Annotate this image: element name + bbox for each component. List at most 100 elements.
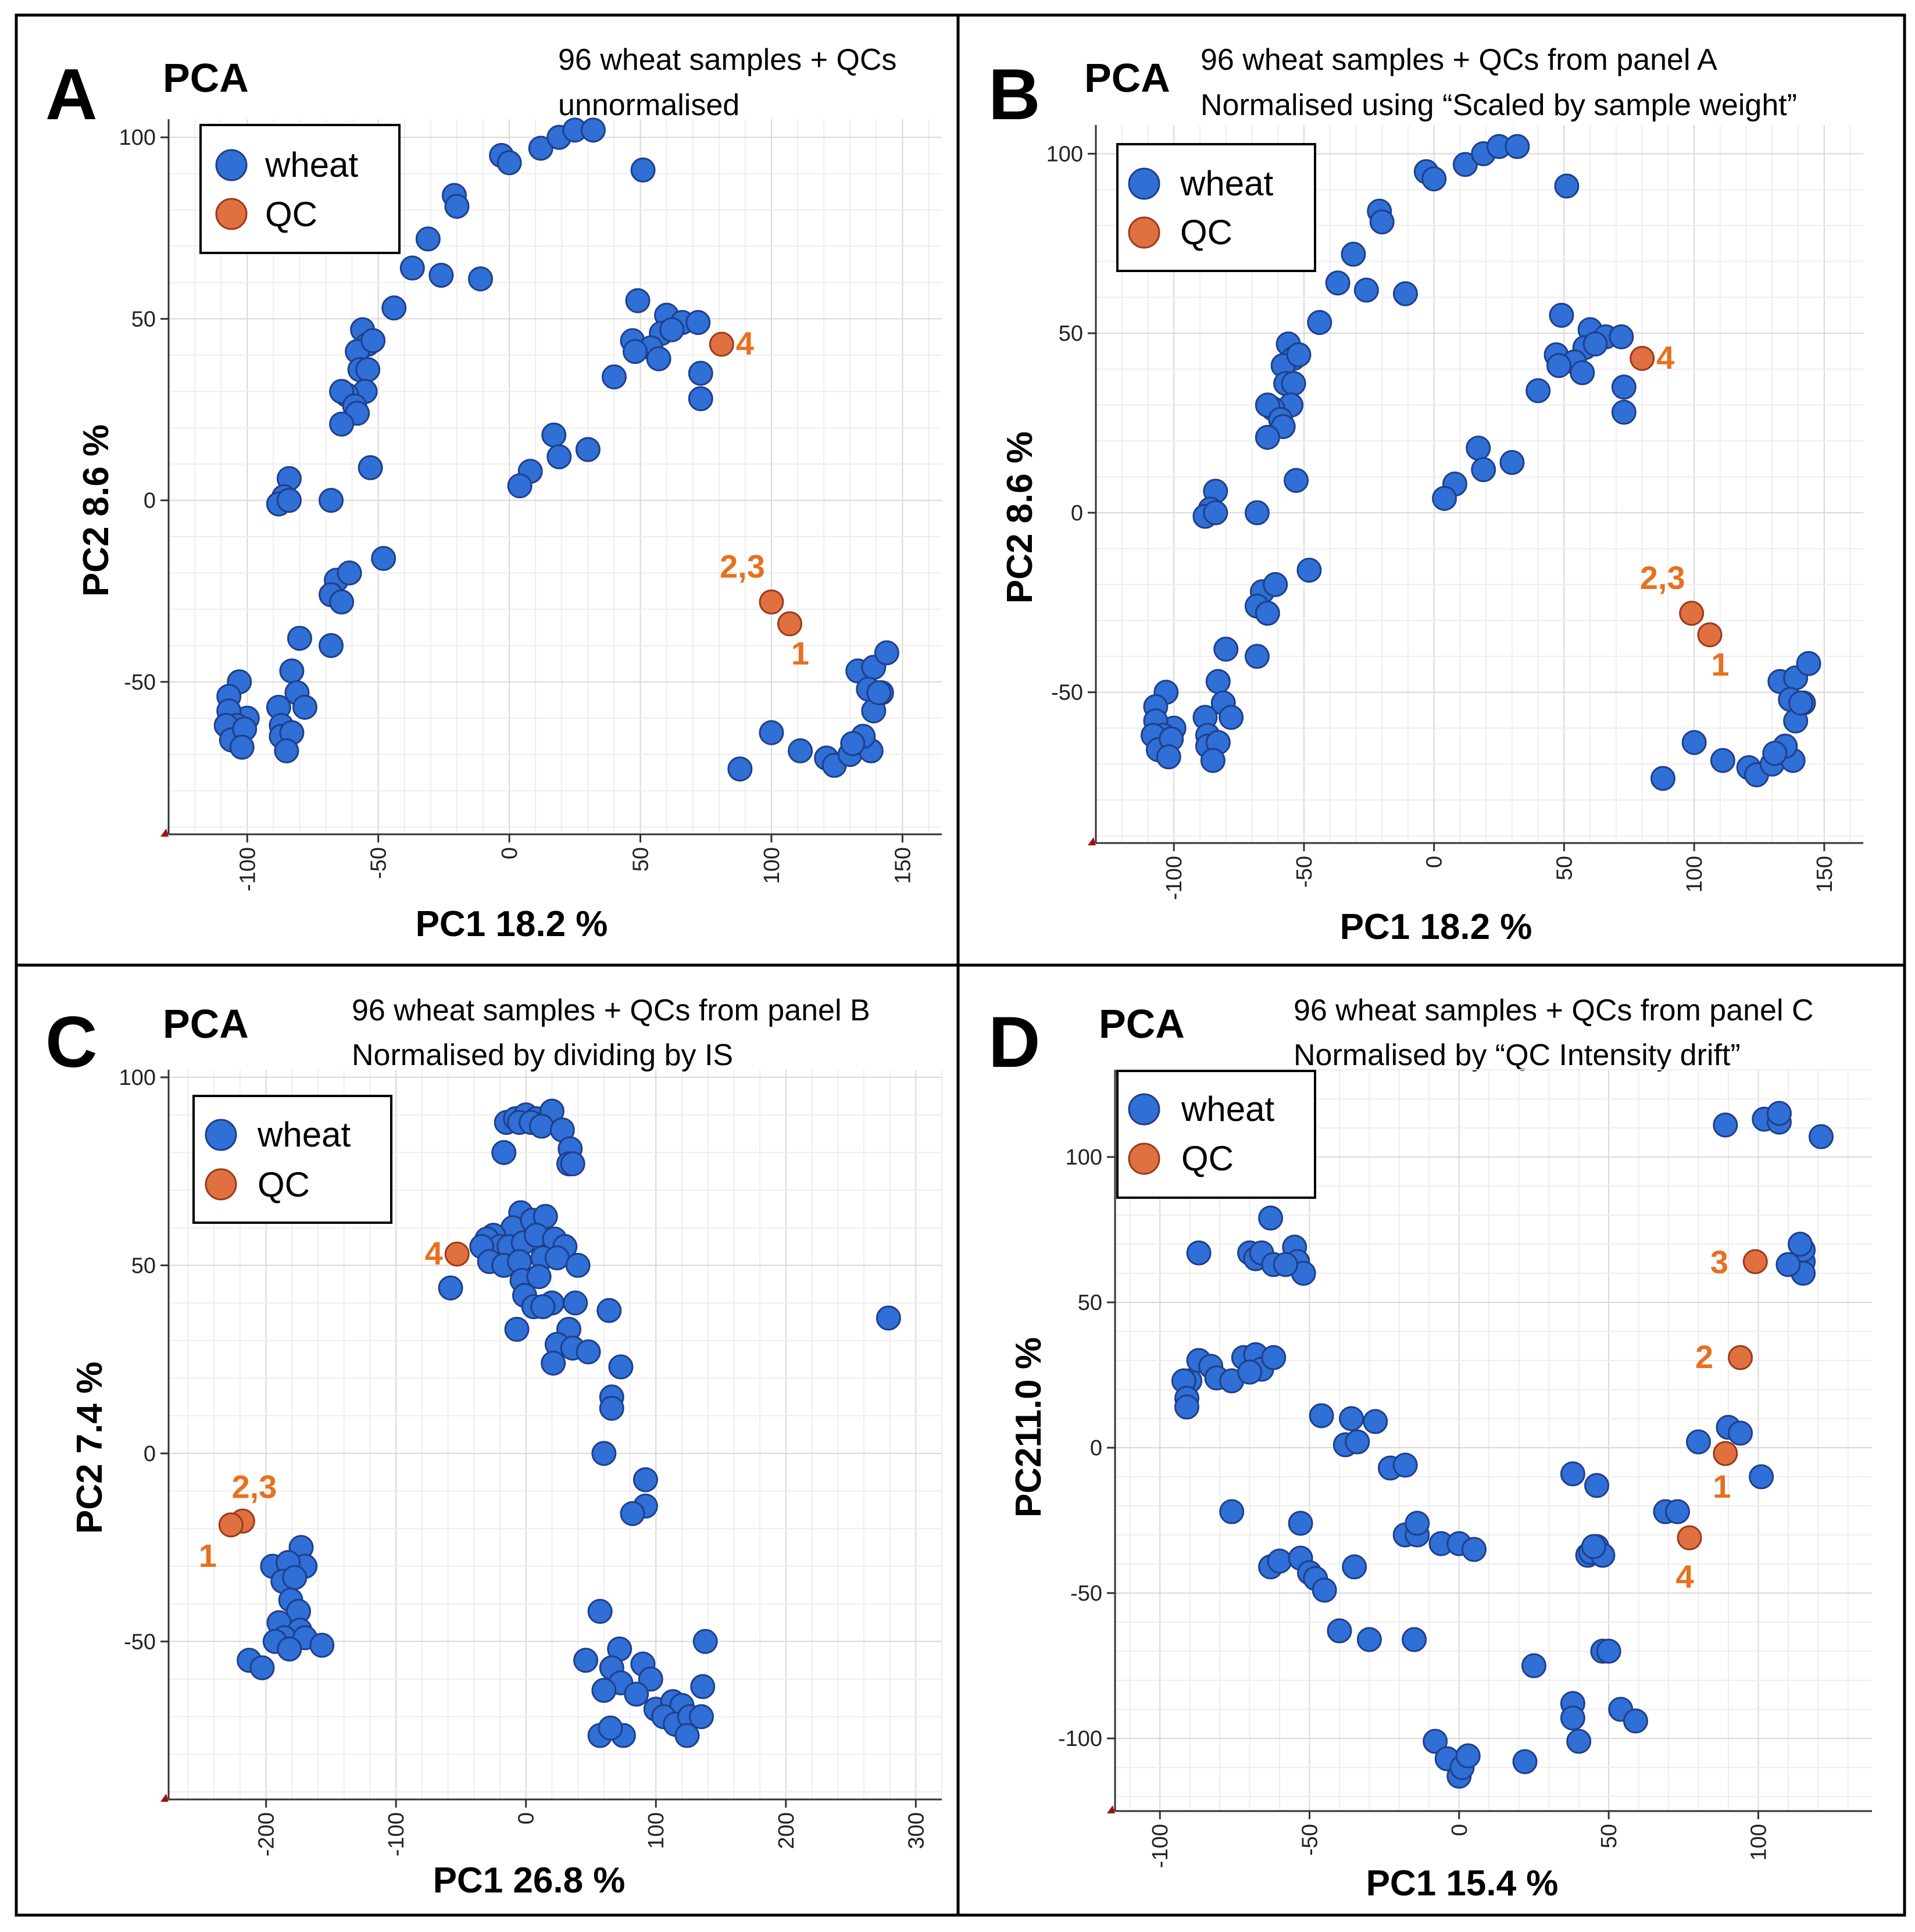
wheat-point bbox=[546, 444, 572, 470]
wheat-point bbox=[1766, 1101, 1792, 1126]
panel-a-points: 42,31 bbox=[213, 117, 899, 782]
wheat-point bbox=[358, 455, 383, 480]
wheat-point bbox=[1664, 1499, 1690, 1524]
wheat-point bbox=[620, 1501, 645, 1526]
wheat-point bbox=[1263, 572, 1288, 597]
y-tick-label: 0 bbox=[144, 1442, 156, 1466]
x-tick-label: 0 bbox=[515, 1812, 539, 1824]
panel-letter-b: B bbox=[988, 55, 1041, 135]
wheat-point bbox=[329, 589, 355, 615]
x-tick-label: 150 bbox=[1813, 856, 1837, 892]
wheat-point bbox=[229, 734, 255, 760]
wheat-point bbox=[1312, 1577, 1337, 1603]
wheat-point bbox=[840, 731, 866, 756]
wheat-point bbox=[625, 288, 651, 313]
qc-point bbox=[777, 611, 803, 637]
x-tick-label: -50 bbox=[367, 847, 391, 879]
panel-b: B PCA 96 wheat samples + QCs from panel … bbox=[988, 43, 1863, 947]
qc-point bbox=[1697, 622, 1723, 648]
wheat-point bbox=[674, 1723, 700, 1748]
x-tick-label: -50 bbox=[1292, 856, 1317, 888]
wheat-point bbox=[1203, 500, 1228, 526]
wheat-point bbox=[1405, 1510, 1430, 1536]
wheat-point bbox=[1728, 1420, 1753, 1446]
wheat-point bbox=[399, 255, 425, 281]
panel-letter-c: C bbox=[45, 1002, 98, 1083]
wheat-point bbox=[491, 1140, 517, 1165]
panel-d-legend-qc-label: QC bbox=[1181, 1139, 1234, 1178]
panel-b-points: 42,31 bbox=[1140, 134, 1821, 791]
x-tick-label: -200 bbox=[255, 1812, 279, 1856]
panel-b-legend-qc-label: QC bbox=[1180, 213, 1232, 252]
wheat-point bbox=[1570, 360, 1595, 385]
qc-point bbox=[759, 589, 784, 615]
qc-point bbox=[1677, 1525, 1702, 1551]
wheat-point bbox=[1200, 748, 1226, 773]
wheat-point bbox=[1284, 467, 1309, 493]
wheat-point bbox=[1584, 1473, 1610, 1498]
wheat-point bbox=[565, 1252, 591, 1278]
wheat-point bbox=[1787, 1231, 1813, 1257]
wheat-point bbox=[1258, 1205, 1284, 1231]
wheat-point bbox=[309, 1633, 335, 1658]
y-tick-label: -100 bbox=[1058, 1727, 1102, 1751]
wheat-point bbox=[1566, 1729, 1592, 1754]
wheat-point bbox=[1499, 449, 1525, 475]
wheat-point bbox=[1244, 644, 1270, 669]
qc-point bbox=[1679, 601, 1705, 626]
panel-a-description-line2: unnormalised bbox=[558, 88, 739, 122]
panel-b-y-axis-title: PC2 8.6 % bbox=[1000, 431, 1040, 603]
wheat-point bbox=[1611, 399, 1637, 425]
wheat-point bbox=[1296, 558, 1322, 583]
wheat-point bbox=[371, 545, 396, 571]
wheat-point bbox=[1356, 1627, 1382, 1652]
wheat-point bbox=[1749, 1464, 1774, 1490]
y-tick-label: 100 bbox=[1066, 1145, 1102, 1170]
wheat-point bbox=[601, 364, 627, 390]
y-tick-label: 50 bbox=[131, 307, 156, 331]
wheat-point bbox=[591, 1677, 617, 1703]
wheat-point bbox=[1156, 744, 1181, 770]
wheat-point bbox=[1596, 1638, 1621, 1664]
wheat-point bbox=[496, 150, 522, 176]
panel-c-legend-wheat-marker bbox=[205, 1119, 237, 1151]
wheat-point bbox=[415, 226, 441, 252]
wheat-point bbox=[1466, 435, 1491, 461]
wheat-point bbox=[1267, 1548, 1292, 1574]
wheat-point bbox=[1392, 281, 1418, 306]
y-tick-label: -50 bbox=[1070, 1581, 1102, 1606]
wheat-point bbox=[630, 157, 656, 183]
wheat-point bbox=[528, 135, 553, 161]
panel-a-y-axis-title: PC2 8.6 % bbox=[76, 424, 116, 597]
wheat-point bbox=[1710, 748, 1735, 773]
y-tick-label: 50 bbox=[1059, 322, 1083, 346]
axis-origin-marker bbox=[1107, 1805, 1115, 1813]
wheat-point bbox=[1623, 1708, 1648, 1734]
wheat-point bbox=[1342, 1554, 1367, 1580]
wheat-point bbox=[638, 1666, 663, 1692]
panel-c-legend-qc-label: QC bbox=[258, 1165, 310, 1204]
wheat-point bbox=[688, 1704, 714, 1730]
wheat-point bbox=[580, 117, 606, 143]
qc-point-label: 4 bbox=[736, 325, 754, 362]
y-tick-label: 50 bbox=[1078, 1291, 1102, 1315]
wheat-point bbox=[1307, 310, 1332, 335]
panel-b-grid bbox=[1095, 125, 1863, 843]
y-tick-label: 100 bbox=[119, 126, 156, 150]
wheat-point bbox=[1462, 1537, 1487, 1562]
wheat-point bbox=[1521, 1653, 1546, 1679]
wheat-point bbox=[507, 473, 533, 499]
axis-origin-marker bbox=[1088, 837, 1096, 845]
wheat-point bbox=[1213, 637, 1239, 662]
qc-point-label: 1 bbox=[1713, 1468, 1731, 1505]
x-tick-label: 0 bbox=[498, 847, 522, 859]
panel-c-points: 42,31 bbox=[199, 1098, 901, 1748]
qc-point bbox=[709, 331, 734, 357]
x-tick-label: 100 bbox=[1682, 856, 1707, 892]
panel-d-legend-wheat-label: wheat bbox=[1181, 1090, 1274, 1129]
panel-b-legend: wheat QC bbox=[1116, 143, 1316, 272]
panel-d-legend-wheat-marker bbox=[1128, 1093, 1160, 1126]
x-tick-label: 200 bbox=[774, 1812, 799, 1849]
panel-c-legend-box bbox=[192, 1095, 392, 1224]
